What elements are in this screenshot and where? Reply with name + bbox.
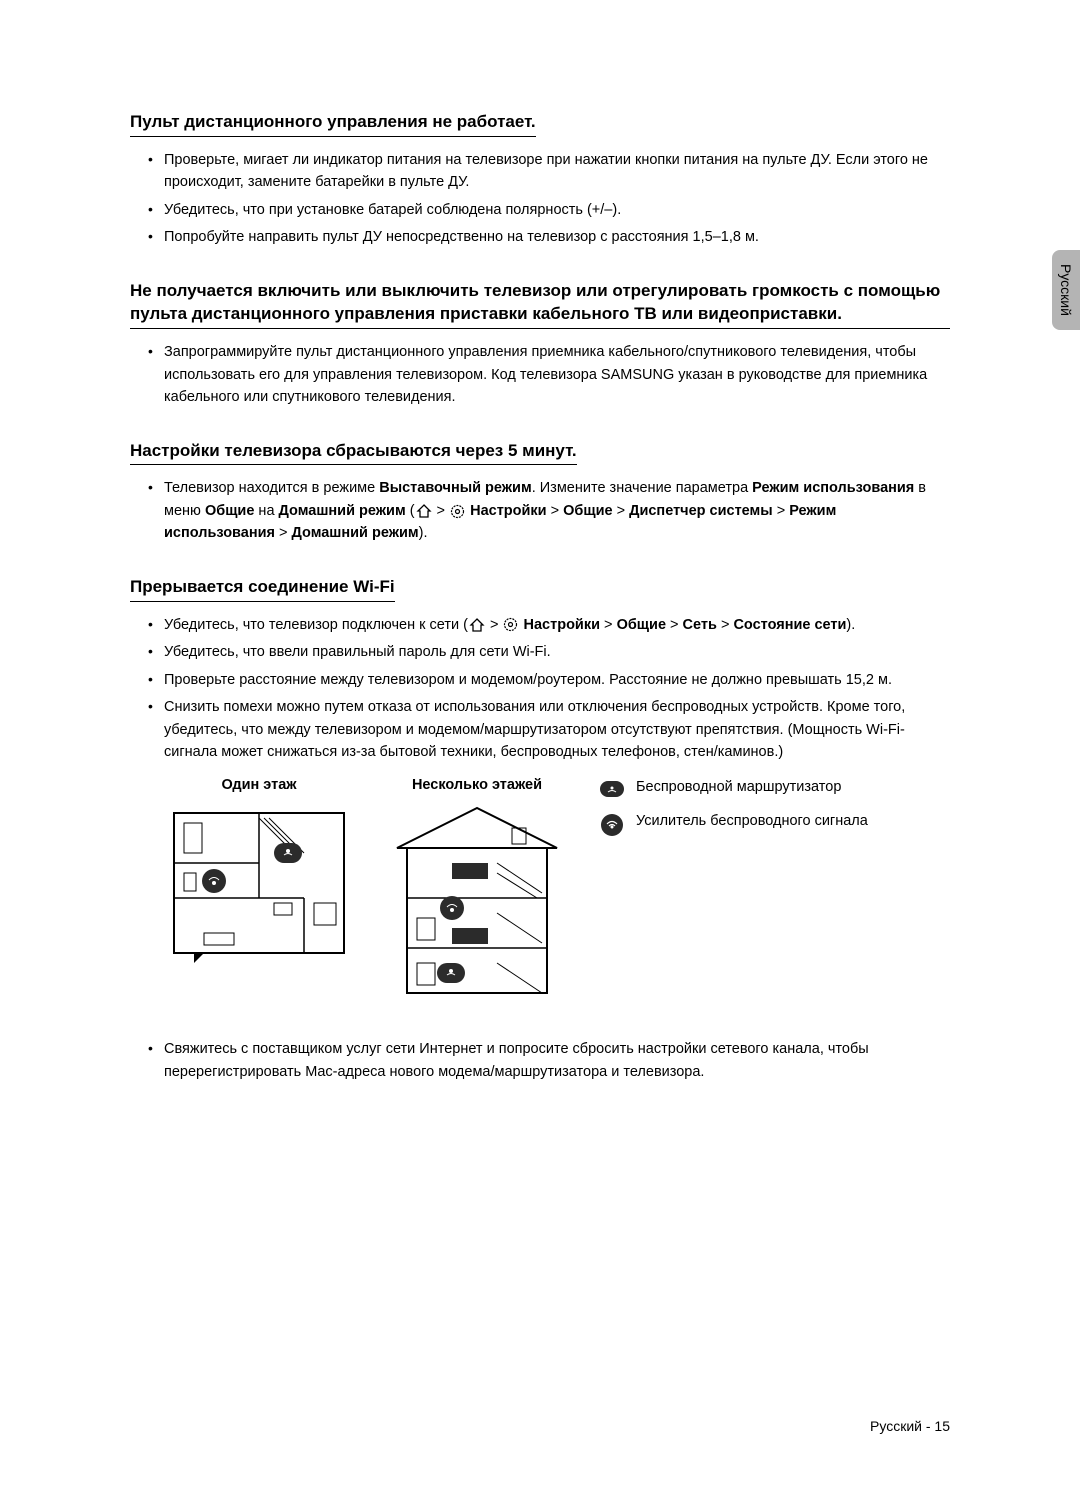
list-item: Убедитесь, что телевизор подключен к сет… [148, 614, 950, 636]
list-item: Убедитесь, что ввели правильный пароль д… [148, 641, 950, 663]
list-item: Попробуйте направить пульт ДУ непосредст… [148, 226, 950, 248]
bold-text: Домашний режим [292, 525, 419, 541]
text: Телевизор находится в режиме [164, 480, 379, 496]
bold-text: Режим использования [752, 480, 914, 496]
diagram-title: Один этаж [164, 777, 354, 793]
home-icon [469, 618, 485, 632]
gear-icon [450, 504, 465, 519]
section-cable-remote: Не получается включить или выключить тел… [130, 279, 950, 409]
floorplan-single-icon [164, 803, 354, 963]
home-icon [416, 504, 432, 518]
bold-text: Настройки [470, 503, 547, 519]
bold-text: Выставочный режим [379, 480, 531, 496]
legend-row-router: Беспроводной маршрутизатор [600, 777, 868, 799]
section-wifi: Прерывается соединение Wi-Fi Убедитесь, … [130, 575, 950, 1084]
repeater-icon [600, 813, 624, 837]
diagram-legend: Беспроводной маршрутизатор Усилитель бес… [600, 777, 868, 849]
legend-row-repeater: Усилитель беспроводного сигнала [600, 811, 868, 837]
legend-label: Усилитель беспроводного сигнала [636, 811, 868, 833]
list-item: Проверьте расстояние между телевизором и… [148, 669, 950, 691]
diagram-title: Несколько этажей [382, 777, 572, 793]
list-item: Снизить помехи можно путем отказа от исп… [148, 696, 950, 763]
text: ). [846, 617, 855, 633]
page-footer: Русский - 15 [870, 1418, 950, 1434]
bold-text: Настройки [524, 617, 601, 633]
list-item: Свяжитесь с поставщиком услуг сети Интер… [148, 1038, 950, 1083]
section-settings-reset: Настройки телевизора сбрасываются через … [130, 439, 950, 545]
text: ). [419, 525, 428, 541]
wifi-diagrams: Один этаж [164, 777, 950, 1008]
list-item: Телевизор находится в режиме Выставочный… [148, 477, 950, 544]
bold-text: Домашний режим [279, 503, 406, 519]
legend-label: Беспроводной маршрутизатор [636, 777, 841, 799]
heading-remote: Пульт дистанционного управления не работ… [130, 110, 536, 137]
diagram-multi-floor: Несколько этажей [382, 777, 572, 1008]
bold-text: Диспетчер системы [629, 503, 773, 519]
heading-reset: Настройки телевизора сбрасываются через … [130, 439, 577, 466]
bold-text: Общие [563, 503, 612, 519]
section-remote-not-working: Пульт дистанционного управления не работ… [130, 110, 950, 249]
text: ( [406, 503, 415, 519]
bold-text: Сеть [683, 617, 717, 633]
list-item: Убедитесь, что при установке батарей соб… [148, 199, 950, 221]
bold-text: Состояние сети [733, 617, 846, 633]
bold-text: Общие [205, 503, 254, 519]
router-icon [600, 779, 624, 799]
page-content: Пульт дистанционного управления не работ… [0, 0, 1080, 1173]
diagram-single-floor: Один этаж [164, 777, 354, 968]
heading-wifi: Прерывается соединение Wi-Fi [130, 575, 395, 602]
floorplan-multi-icon [382, 803, 572, 1003]
list-item: Проверьте, мигает ли индикатор питания н… [148, 149, 950, 194]
bold-text: Общие [617, 617, 666, 633]
list-item: Запрограммируйте пульт дистанционного уп… [148, 341, 950, 408]
gear-icon [503, 617, 518, 632]
text: . Измените значение параметра [532, 480, 752, 496]
text: на [254, 503, 278, 519]
heading-cable: Не получается включить или выключить тел… [130, 279, 950, 330]
text: Убедитесь, что телевизор подключен к сет… [164, 617, 468, 633]
